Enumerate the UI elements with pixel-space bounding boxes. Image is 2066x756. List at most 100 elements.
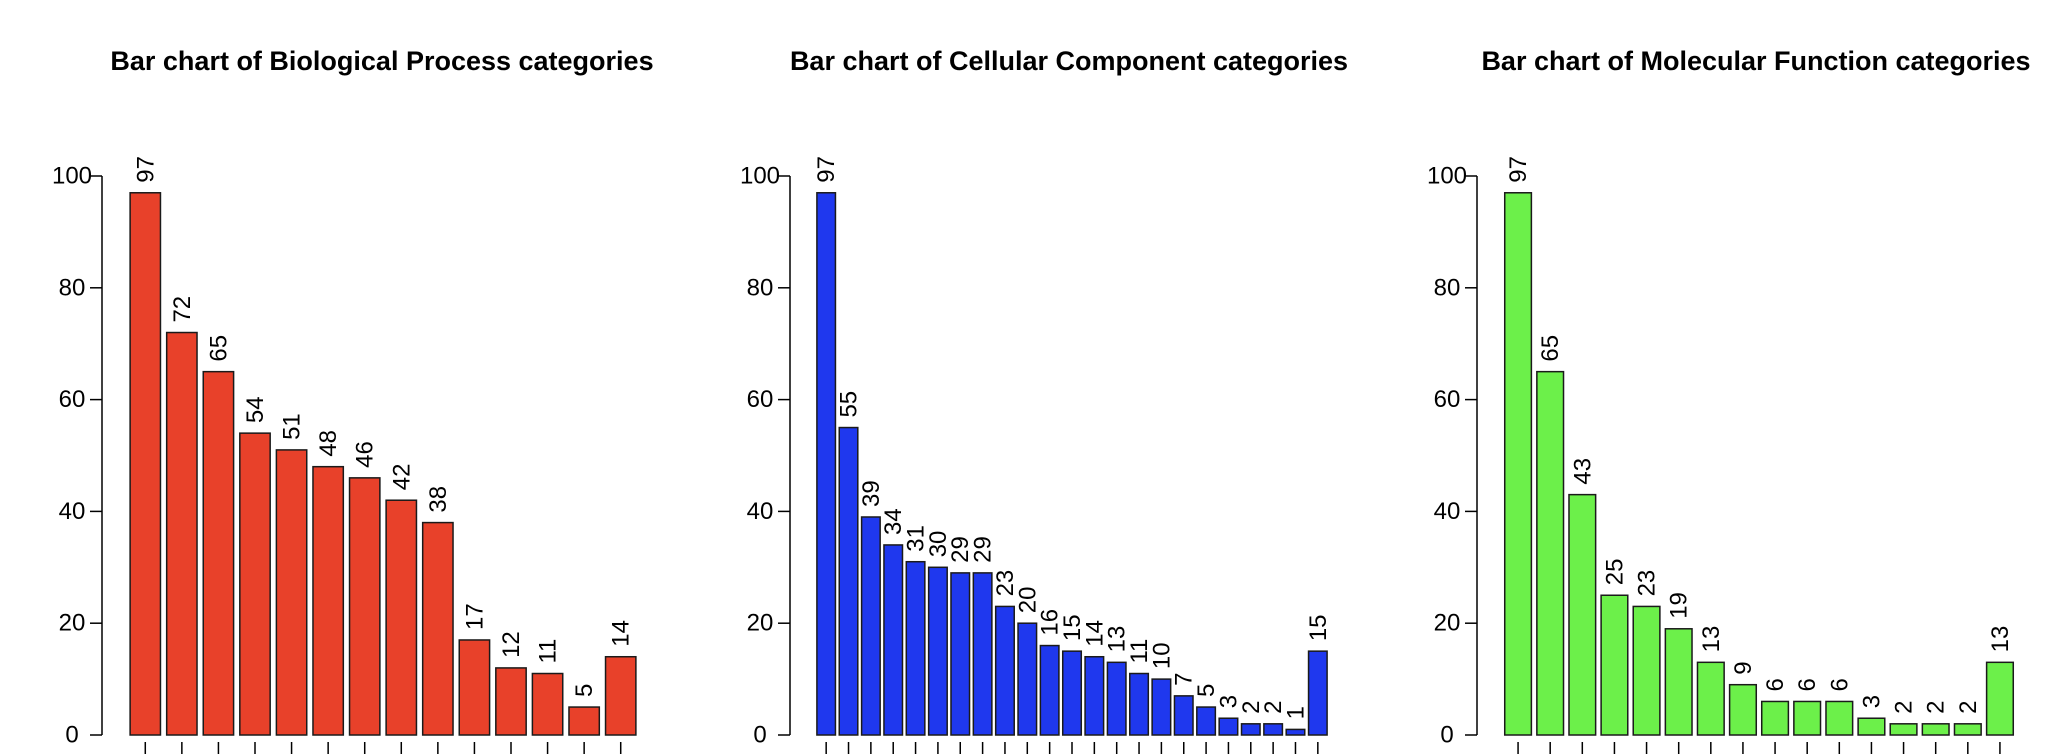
bar-value-label: 5 (1193, 684, 1220, 697)
bar (1173, 695, 1194, 736)
bar (1728, 683, 1758, 736)
chart-title: Bar chart of Molecular Function categori… (1481, 46, 2030, 76)
bar (1953, 723, 1982, 736)
bar-value-label: 38 (425, 486, 452, 513)
bar-value-label: 29 (970, 536, 997, 563)
bar (1263, 723, 1284, 736)
bar (1285, 728, 1306, 736)
bar-value-label: 13 (1987, 626, 2014, 653)
y-tick-label: 60 (747, 386, 774, 413)
bar-value-label: 2 (1923, 700, 1950, 713)
bar-value-label: 48 (315, 430, 342, 457)
y-tick-label: 80 (747, 274, 774, 301)
bar-value-label: 13 (1698, 626, 1725, 653)
bar (972, 572, 993, 736)
bar-value-label: 97 (132, 156, 159, 183)
bar (1632, 605, 1661, 736)
bar (1760, 700, 1790, 736)
bar (1793, 700, 1822, 736)
bar (495, 667, 527, 736)
bar (838, 426, 859, 736)
bar (202, 370, 235, 736)
bar-value-label: 97 (1505, 156, 1532, 183)
bar-value-label: 43 (1569, 458, 1596, 485)
bar (1307, 650, 1328, 736)
bar-value-label: 11 (1126, 639, 1153, 664)
bar-value-label: 31 (903, 525, 930, 552)
bar-value-label: 54 (242, 396, 269, 423)
bar (275, 449, 308, 736)
bar-value-label: 9 (1730, 661, 1757, 674)
bar-value-label: 2 (1955, 700, 1982, 713)
bar (1151, 678, 1172, 736)
bar (165, 331, 198, 736)
bar-value-label: 11 (535, 639, 562, 664)
bar-value-label: 3 (1858, 695, 1885, 708)
bar (1196, 706, 1217, 736)
y-tick-label: 20 (747, 610, 774, 637)
y-tick-label: 60 (59, 386, 86, 413)
y-tick-label: 40 (1434, 498, 1461, 525)
bar-value-label: 46 (352, 441, 379, 468)
y-tick-label: 0 (753, 722, 766, 749)
bar (1218, 717, 1239, 736)
bar (1084, 655, 1105, 736)
bar-value-label: 39 (858, 480, 885, 507)
bar (1106, 661, 1127, 736)
bar (883, 544, 904, 736)
y-tick-label: 20 (1434, 610, 1461, 637)
bar-value-label: 97 (813, 156, 840, 183)
bar-value-label: 1 (1282, 706, 1309, 719)
bar-value-label: 3 (1215, 695, 1242, 708)
y-tick-label: 40 (747, 498, 774, 525)
bar (458, 639, 491, 736)
y-tick-label: 80 (59, 274, 86, 301)
y-tick-label: 80 (1434, 274, 1461, 301)
bar (568, 706, 601, 736)
bar-value-label: 10 (1148, 642, 1175, 669)
y-tick-label: 0 (1440, 722, 1453, 749)
bar-value-label: 14 (1081, 620, 1108, 647)
bar (385, 499, 418, 736)
bar-value-label: 2 (1238, 700, 1265, 713)
bar-value-label: 7 (1171, 673, 1198, 686)
bar (1061, 650, 1083, 736)
bar (994, 605, 1015, 736)
bar-value-label: 30 (925, 531, 952, 558)
bar-value-label: 25 (1601, 559, 1628, 586)
y-tick-label: 20 (59, 610, 86, 637)
bar (1600, 594, 1629, 736)
bar (531, 672, 564, 736)
bar-value-label: 2 (1260, 700, 1287, 713)
chart-title: Bar chart of Biological Process categori… (110, 46, 653, 76)
y-tick-label: 60 (1434, 386, 1461, 413)
bar-value-label: 65 (1537, 335, 1564, 362)
bar (1536, 370, 1565, 736)
bar (1664, 628, 1693, 736)
bar (1039, 644, 1060, 736)
bar (1017, 622, 1038, 736)
bar (1568, 493, 1597, 736)
bar (1889, 723, 1918, 736)
bar-value-label: 20 (1014, 586, 1041, 613)
bar-value-label: 6 (1826, 678, 1853, 691)
bar-value-label: 55 (836, 391, 863, 418)
y-tick-label: 100 (52, 163, 92, 190)
bar (1857, 717, 1886, 736)
bar (421, 521, 454, 736)
y-tick-label: 40 (59, 498, 86, 525)
bar (1240, 723, 1261, 736)
bar (860, 516, 881, 736)
bar-value-label: 15 (1305, 614, 1332, 641)
bar-value-label: 16 (1037, 609, 1064, 636)
bar (129, 192, 162, 736)
bar (1825, 700, 1854, 736)
bar (1921, 723, 1950, 736)
bar-value-label: 23 (1634, 570, 1661, 597)
bar (312, 465, 345, 736)
bar-value-label: 65 (205, 335, 232, 362)
bar (1503, 192, 1533, 736)
chart-panel-1: Bar chart of Biological Process categori… (52, 46, 654, 754)
bar-value-label: 5 (571, 684, 598, 697)
